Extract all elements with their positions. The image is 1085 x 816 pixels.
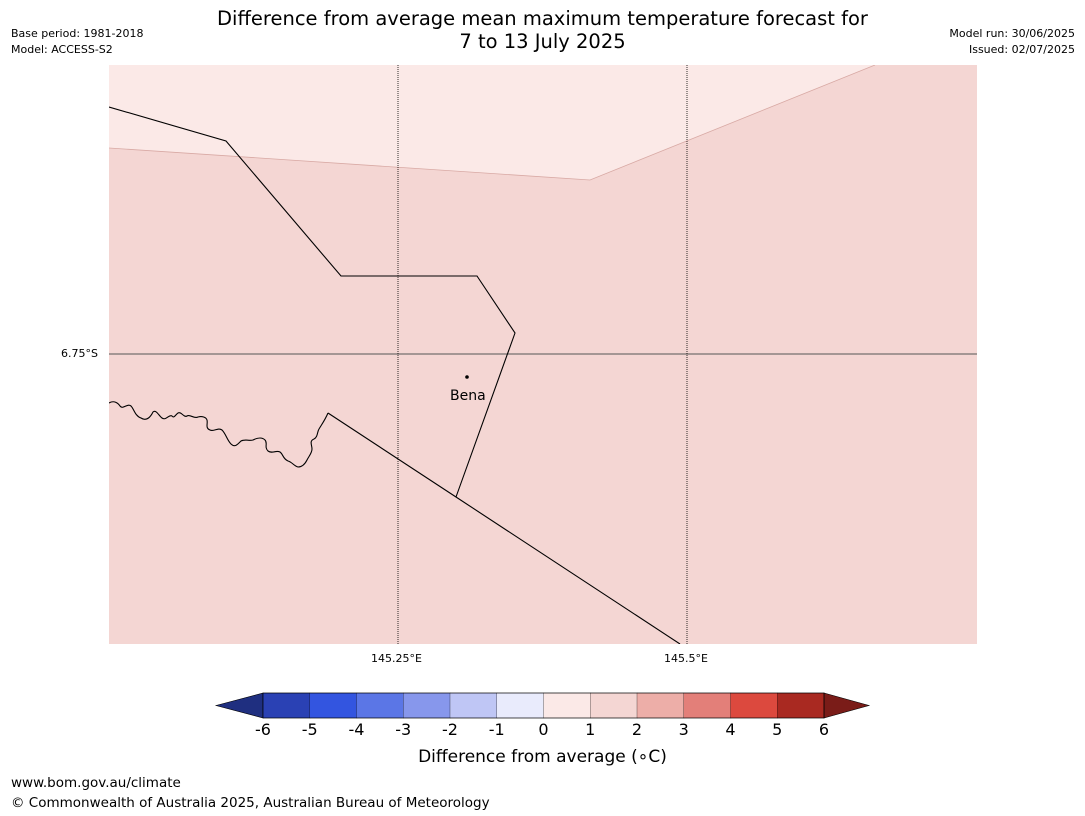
colorbar-tick-label: -1 [488,720,505,739]
colorbar-bin [590,692,638,719]
colorbar-bin [262,692,311,719]
colorbar-tick-label: 5 [772,720,783,739]
town-label: Bena [450,388,486,404]
header-left-info: Base period: 1981-2018 Model: ACCESS-S2 [11,26,143,58]
colorbar-bin [730,692,778,719]
colorbar-tick-label: 3 [678,720,689,739]
map-title: Difference from average mean maximum tem… [0,7,1085,53]
model-run-text: Model run: 30/06/2025 [949,27,1075,40]
colorbar-tick-label: -2 [442,720,458,739]
title-line-2: 7 to 13 July 2025 [459,30,626,53]
longitude-label-1: 145.25°E [371,652,422,665]
footer-copyright: © Commonwealth of Australia 2025, Austra… [11,795,490,811]
colorbar-tick-label: 4 [725,720,736,739]
colorbar-tick-label: -4 [348,720,365,739]
colorbar-frame [262,692,825,719]
colorbar-tick-label: 0 [538,720,549,739]
colorbar-bin [356,692,404,719]
colorbar-bin [449,692,498,719]
colorbar-bin [636,692,685,719]
colorbar-extend-low [214,692,264,719]
zone-boundary [109,65,876,181]
colorbar-bin [777,692,825,719]
province-boundary-south [327,412,681,644]
colorbar-tick-label: 6 [818,720,830,739]
colorbar-tick-label: -5 [301,720,318,739]
latitude-label: 6.75°S [61,347,98,360]
colorbar-tick-label: -3 [395,720,412,739]
footer-url: www.bom.gov.au/climate [11,775,181,791]
issued-text: Issued: 02/07/2025 [968,43,1075,56]
colorbar-bin [309,692,358,719]
colorbar-tick-label: -6 [255,720,271,739]
province-boundary [109,106,516,498]
coastline-boundary [109,401,329,468]
colorbar-bin [496,692,545,719]
colorbar-extend-high [823,692,871,719]
header-right-info: Model run: 30/06/2025 Issued: 02/07/2025 [949,26,1075,58]
colorbar-tick-label: 1 [585,720,596,739]
zone-0-to-1 [109,65,875,180]
colorbar-bin [543,692,591,719]
longitude-label-2: 145.5°E [664,652,708,665]
colorbar-bin [683,692,732,719]
model-text: Model: ACCESS-S2 [11,43,113,56]
base-period-text: Base period: 1981-2018 [11,27,144,40]
town-marker [465,375,469,379]
colorbar-label: Difference from average (∘C) [418,747,667,767]
colorbar-bin [403,692,451,719]
title-line-1: Difference from average mean maximum tem… [217,7,868,30]
colorbar-tick-label: 2 [631,720,643,739]
colorbar-bins [262,692,825,719]
